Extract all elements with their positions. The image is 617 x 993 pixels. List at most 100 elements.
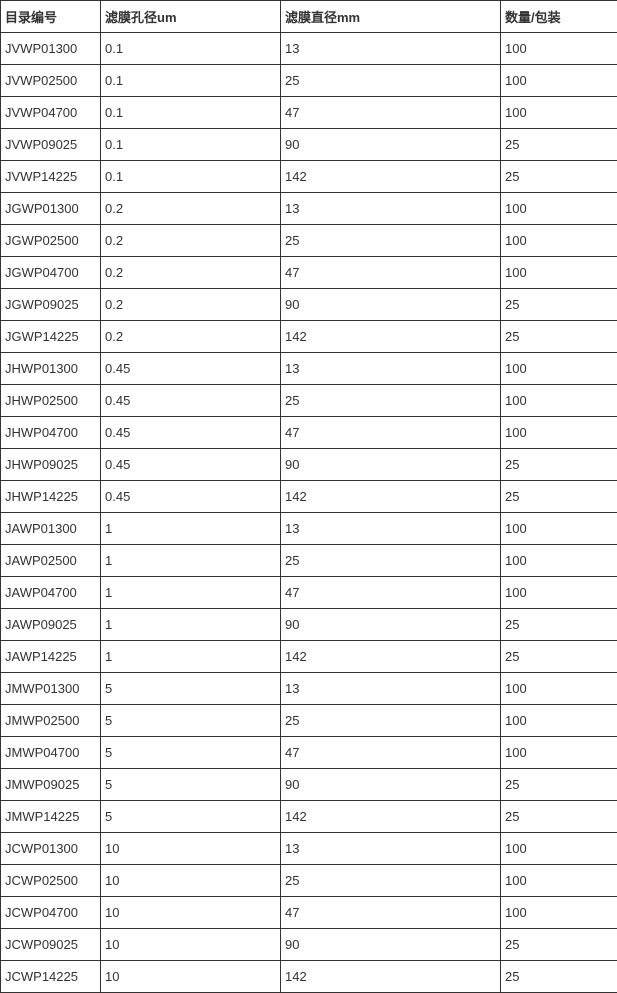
table-cell: JGWP04700: [1, 257, 101, 289]
table-cell: 0.1: [101, 97, 281, 129]
table-cell: 5: [101, 737, 281, 769]
table-cell: 5: [101, 801, 281, 833]
table-row: JCWP142251014225: [1, 961, 617, 993]
table-cell: 90: [281, 769, 501, 801]
table-cell: 1: [101, 513, 281, 545]
table-cell: 1: [101, 609, 281, 641]
table-cell: JAWP01300: [1, 513, 101, 545]
table-cell: 47: [281, 737, 501, 769]
table-cell: 100: [501, 545, 617, 577]
table-cell: 0.1: [101, 33, 281, 65]
table-cell: 10: [101, 929, 281, 961]
table-row: JMWP01300513100: [1, 673, 617, 705]
table-row: JCWP047001047100: [1, 897, 617, 929]
table-cell: 100: [501, 833, 617, 865]
table-cell: 25: [501, 769, 617, 801]
table-cell: JCWP02500: [1, 865, 101, 897]
table-cell: 25: [501, 321, 617, 353]
table-cell: 142: [281, 801, 501, 833]
table-row: JCWP09025109025: [1, 929, 617, 961]
table-cell: JVWP02500: [1, 65, 101, 97]
table-cell: 100: [501, 865, 617, 897]
table-cell: 100: [501, 65, 617, 97]
table-cell: 25: [501, 449, 617, 481]
table-cell: JHWP14225: [1, 481, 101, 513]
table-row: JAWP14225114225: [1, 641, 617, 673]
table-cell: 13: [281, 193, 501, 225]
table-cell: 47: [281, 897, 501, 929]
table-cell: 142: [281, 481, 501, 513]
table-cell: JMWP04700: [1, 737, 101, 769]
table-cell: 100: [501, 193, 617, 225]
table-cell: JHWP04700: [1, 417, 101, 449]
table-cell: 10: [101, 865, 281, 897]
table-cell: JCWP01300: [1, 833, 101, 865]
table-cell: 100: [501, 897, 617, 929]
table-row: JHWP025000.4525100: [1, 385, 617, 417]
table-row: JHWP142250.4514225: [1, 481, 617, 513]
table-cell: 5: [101, 705, 281, 737]
table-cell: JCWP09025: [1, 929, 101, 961]
table-cell: JVWP09025: [1, 129, 101, 161]
table-cell: JGWP09025: [1, 289, 101, 321]
table-cell: 10: [101, 897, 281, 929]
table-cell: 10: [101, 961, 281, 993]
table-cell: JMWP01300: [1, 673, 101, 705]
table-cell: 25: [501, 801, 617, 833]
table-cell: 0.2: [101, 321, 281, 353]
table-cell: 13: [281, 673, 501, 705]
table-row: JVWP047000.147100: [1, 97, 617, 129]
table-cell: JGWP14225: [1, 321, 101, 353]
table-cell: 0.45: [101, 417, 281, 449]
table-cell: JAWP14225: [1, 641, 101, 673]
table-cell: 142: [281, 961, 501, 993]
table-header: 目录编号 滤膜孔径um 滤膜直径mm 数量/包装: [1, 1, 617, 33]
table-row: JMWP0902559025: [1, 769, 617, 801]
table-cell: 90: [281, 449, 501, 481]
table-cell: 0.2: [101, 257, 281, 289]
table-cell: 100: [501, 577, 617, 609]
table-cell: 5: [101, 673, 281, 705]
table-row: JAWP04700147100: [1, 577, 617, 609]
table-cell: JVWP04700: [1, 97, 101, 129]
table-cell: JAWP09025: [1, 609, 101, 641]
table-row: JAWP0902519025: [1, 609, 617, 641]
table-row: JMWP14225514225: [1, 801, 617, 833]
table-row: JAWP02500125100: [1, 545, 617, 577]
table-row: JAWP01300113100: [1, 513, 617, 545]
table-row: JCWP013001013100: [1, 833, 617, 865]
table-cell: 100: [501, 513, 617, 545]
table-row: JMWP04700547100: [1, 737, 617, 769]
table-cell: JCWP14225: [1, 961, 101, 993]
table-cell: 0.2: [101, 289, 281, 321]
table-cell: 100: [501, 97, 617, 129]
table-cell: 25: [281, 705, 501, 737]
table-cell: 90: [281, 129, 501, 161]
table-row: JGWP142250.214225: [1, 321, 617, 353]
table-cell: 13: [281, 353, 501, 385]
table-row: JGWP090250.29025: [1, 289, 617, 321]
table-cell: 25: [501, 641, 617, 673]
table-cell: 100: [501, 385, 617, 417]
table-cell: 100: [501, 417, 617, 449]
table-cell: JGWP01300: [1, 193, 101, 225]
table-row: JVWP025000.125100: [1, 65, 617, 97]
table-row: JGWP013000.213100: [1, 193, 617, 225]
table-cell: 5: [101, 769, 281, 801]
table-cell: 90: [281, 289, 501, 321]
table-row: JCWP025001025100: [1, 865, 617, 897]
table-cell: 0.1: [101, 65, 281, 97]
table-cell: JMWP09025: [1, 769, 101, 801]
table-cell: 0.2: [101, 225, 281, 257]
table-cell: 13: [281, 513, 501, 545]
table-cell: 0.2: [101, 193, 281, 225]
product-table: 目录编号 滤膜孔径um 滤膜直径mm 数量/包装 JVWP013000.1131…: [0, 0, 617, 993]
table-row: JVWP142250.114225: [1, 161, 617, 193]
table-cell: JAWP04700: [1, 577, 101, 609]
table-cell: JHWP01300: [1, 353, 101, 385]
table-cell: 100: [501, 705, 617, 737]
col-header-diameter: 滤膜直径mm: [281, 1, 501, 33]
table-cell: 25: [501, 129, 617, 161]
table-body: JVWP013000.113100JVWP025000.125100JVWP04…: [1, 33, 617, 993]
table-cell: JMWP14225: [1, 801, 101, 833]
